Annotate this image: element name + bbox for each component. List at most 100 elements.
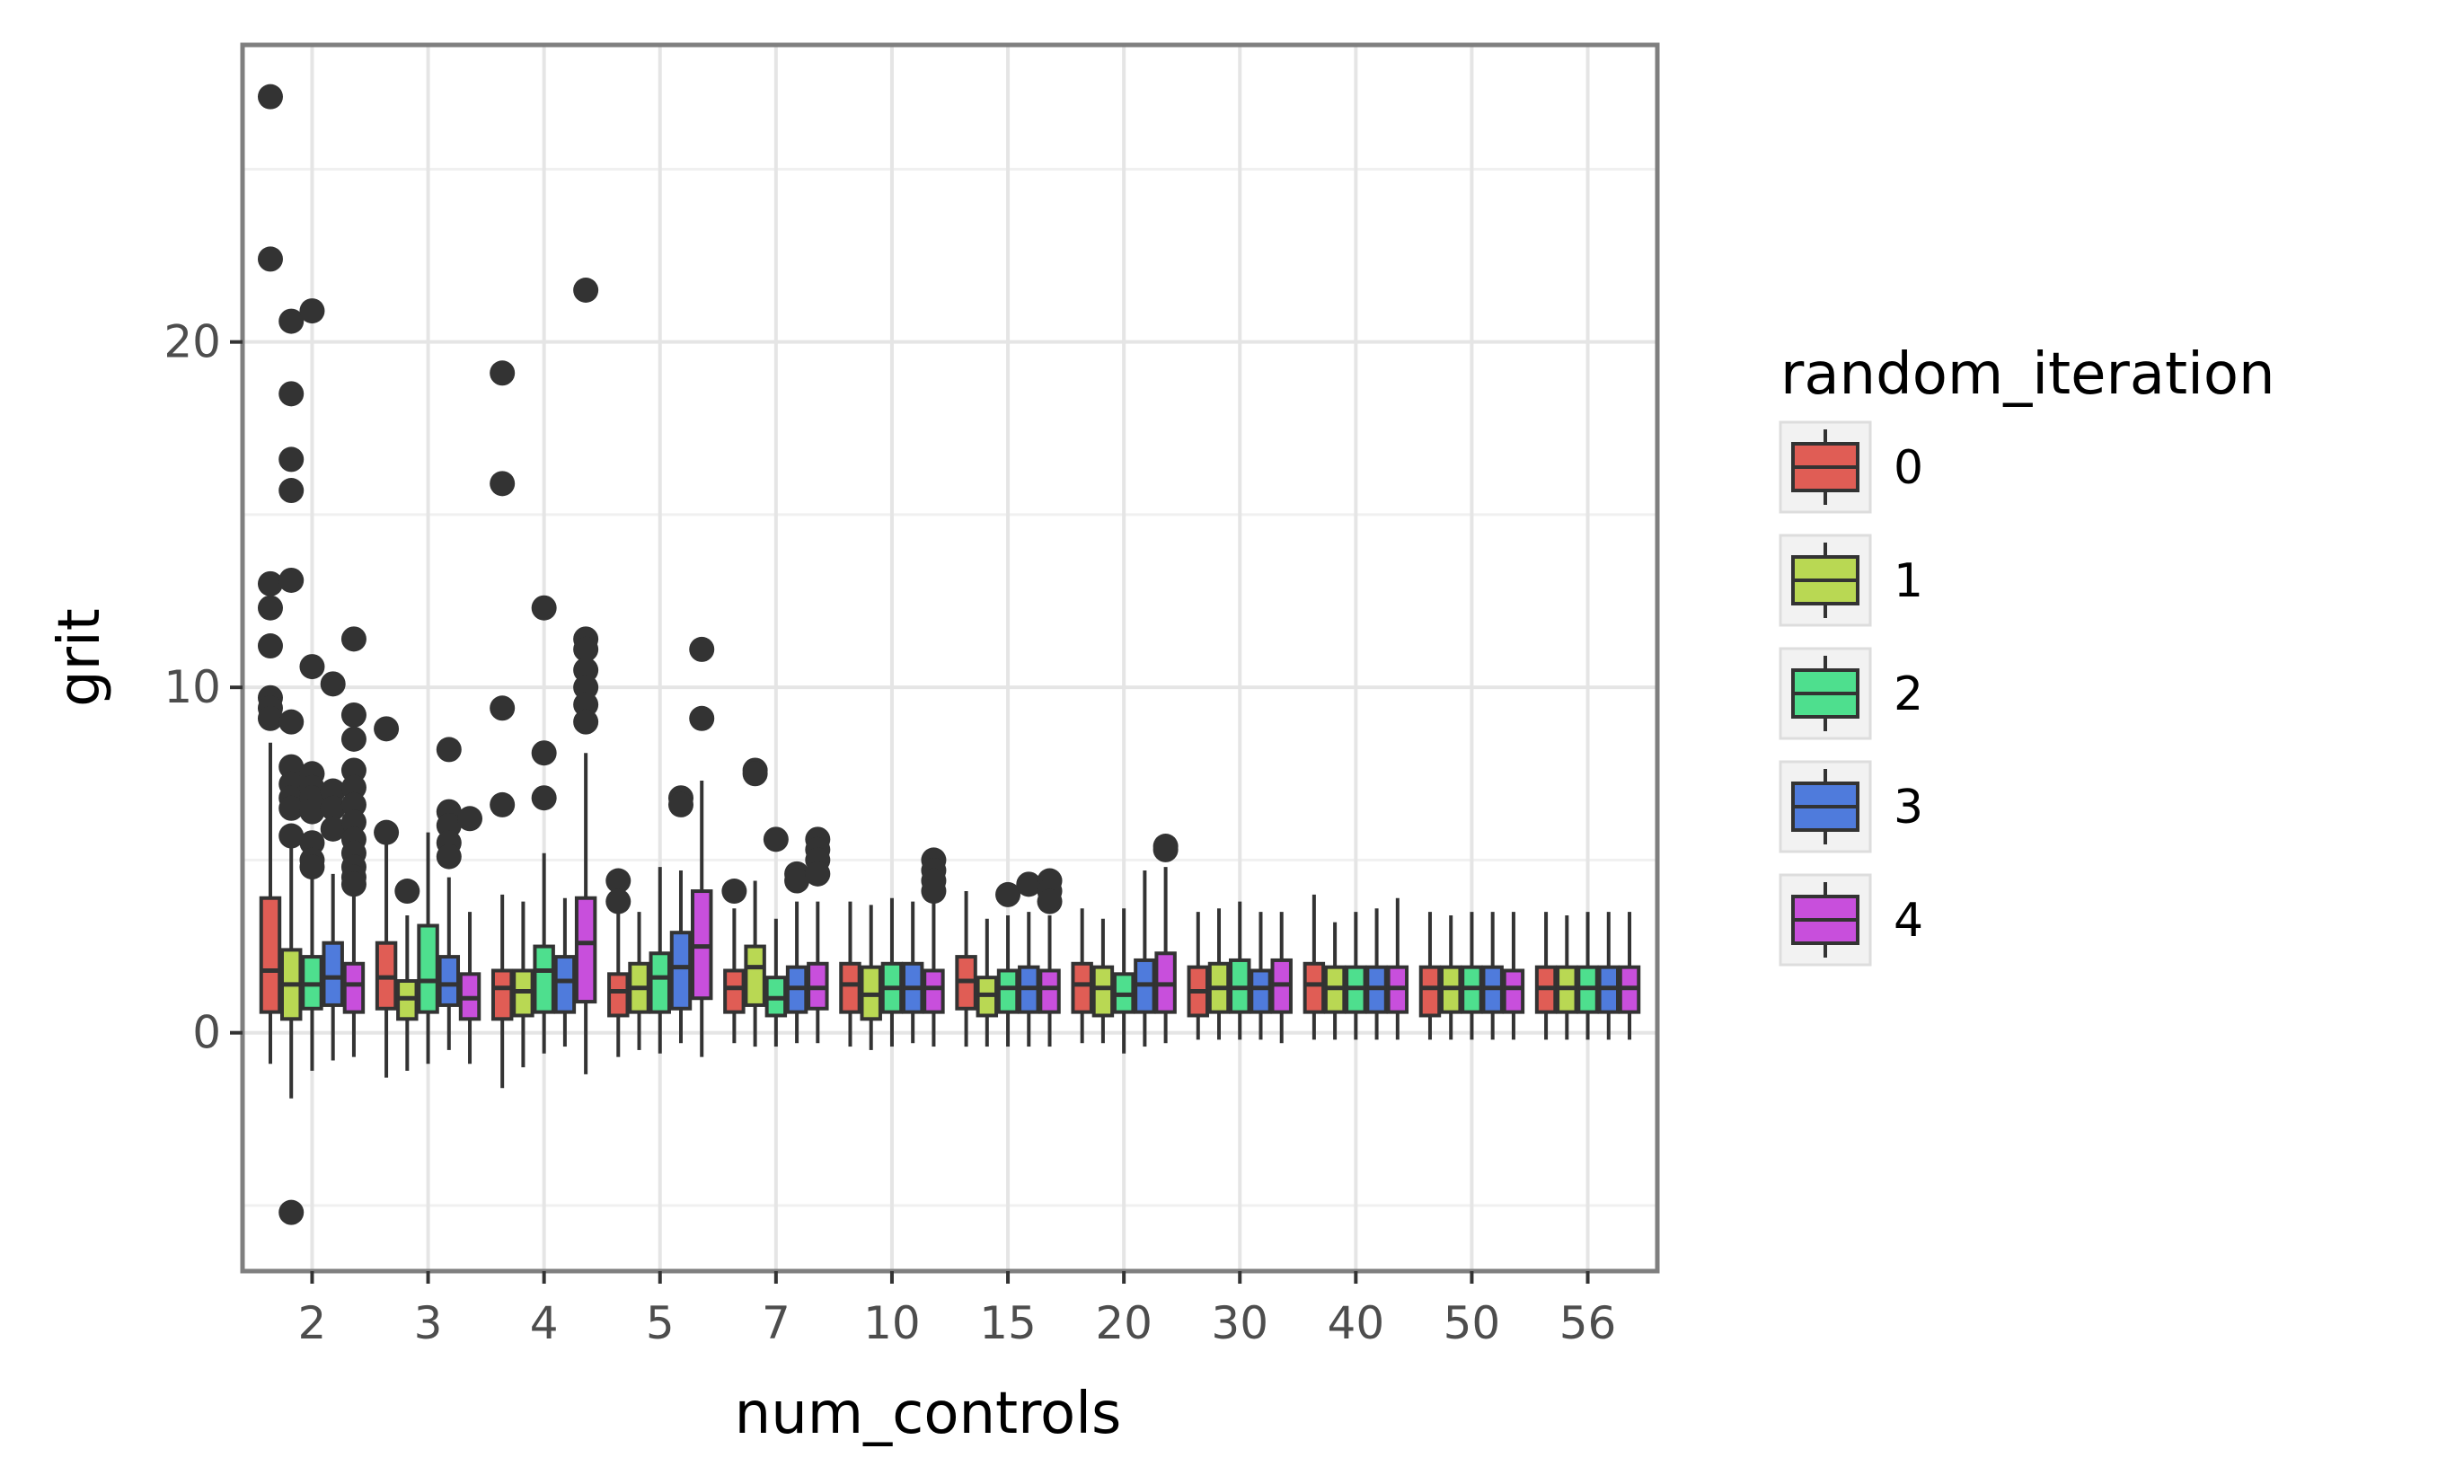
box-series-2 [649, 867, 671, 1054]
outlier-point [320, 816, 346, 842]
box-series-3 [901, 901, 924, 1044]
box-series-2 [417, 832, 439, 1064]
box [649, 951, 671, 1014]
x-tick-label: 15 [979, 1297, 1037, 1349]
box [1071, 961, 1093, 1014]
box-series-2 [1461, 912, 1483, 1040]
x-tick-label: 50 [1444, 1297, 1501, 1349]
box [437, 955, 461, 1007]
box-series-2 [763, 826, 789, 1047]
box-series-1 [1091, 918, 1115, 1044]
outlier-point [278, 381, 305, 407]
outlier-point [340, 809, 367, 835]
outlier-point [340, 871, 367, 897]
outlier-point [784, 868, 810, 894]
outlier-point [573, 709, 599, 735]
x-tick-label: 5 [646, 1297, 675, 1349]
box-series-1 [394, 879, 420, 1071]
outlier-point [490, 695, 516, 721]
outlier-point [278, 823, 305, 849]
outlier-point [257, 705, 283, 731]
box [669, 931, 693, 1011]
x-axis-title: num_controls [735, 1381, 1122, 1447]
outlier-point [394, 879, 420, 905]
box-series-1 [628, 912, 650, 1050]
box-series-4 [1502, 912, 1525, 1040]
outlier-point [573, 692, 599, 718]
outlier-point [531, 785, 557, 811]
x-tick-label: 4 [530, 1297, 559, 1349]
box-series-0 [721, 879, 747, 1044]
box-series-2 [995, 881, 1021, 1047]
box [839, 961, 861, 1014]
legend-entry-1: 1 [1779, 534, 1923, 627]
legend-entry-4: 4 [1779, 873, 1923, 967]
grid-major [243, 45, 1657, 1271]
box-series-3 [436, 737, 462, 1050]
outlier-point [278, 308, 305, 334]
box-series-4 [1618, 912, 1641, 1040]
legend-label: 0 [1894, 441, 1923, 495]
x-tick-label: 40 [1328, 1297, 1385, 1349]
outlier-point [605, 868, 631, 894]
outlier-point [573, 636, 599, 662]
box-series-3 [320, 671, 346, 1061]
box [342, 961, 366, 1014]
box [744, 944, 766, 1007]
outlier-point [278, 446, 305, 473]
box-series-0 [1071, 908, 1093, 1044]
box-series-1 [512, 901, 534, 1068]
outlier-point [573, 278, 599, 303]
box-series-3 [1481, 912, 1504, 1040]
outlier-point [490, 791, 516, 817]
legend-label: 3 [1894, 781, 1923, 835]
box-series-3 [784, 861, 810, 1044]
outlier-point [573, 657, 599, 683]
outlier-point [689, 636, 715, 662]
outlier-point [257, 633, 283, 659]
outlier-point [340, 757, 367, 783]
x-tick-label: 20 [1095, 1297, 1153, 1349]
legend-label: 4 [1894, 894, 1923, 948]
box-series-0 [1534, 912, 1558, 1040]
outlier-point [763, 826, 789, 852]
outlier-point [921, 879, 947, 905]
boxes [257, 84, 1641, 1225]
box-series-4 [921, 847, 947, 1047]
box-series-4 [1386, 897, 1409, 1040]
outlier-point [340, 726, 367, 752]
box-series-1 [976, 918, 999, 1047]
outlier-point [257, 570, 283, 596]
box [996, 968, 1020, 1014]
box-series-2 [1345, 912, 1367, 1040]
outlier-point [320, 671, 346, 697]
box-series-4 [805, 826, 831, 1044]
box-series-2 [880, 897, 904, 1047]
box-series-1 [1439, 914, 1462, 1040]
box-series-0 [490, 360, 516, 1089]
box-series-3 [1597, 912, 1621, 1040]
y-axis-title: grit [47, 608, 113, 707]
outlier-point [1153, 836, 1179, 862]
box [923, 968, 945, 1014]
x-tick-label: 3 [414, 1297, 443, 1349]
x-tick-label: 10 [863, 1297, 921, 1349]
outlier-point [257, 246, 283, 272]
outlier-point [374, 819, 400, 845]
box [607, 972, 630, 1018]
x-tick-label: 30 [1211, 1297, 1268, 1349]
outlier-point [299, 298, 325, 324]
outlier-point [721, 879, 747, 905]
x-tick-label: 7 [762, 1297, 790, 1349]
legend-entry-2: 2 [1779, 647, 1923, 740]
box-series-1 [278, 308, 305, 1225]
box-series-4 [1270, 912, 1293, 1044]
box-series-4 [1037, 868, 1063, 1047]
y-tick-label: 0 [192, 1007, 221, 1059]
plot-border [240, 42, 1660, 1274]
outlier-point [299, 854, 325, 880]
outlier-point [320, 778, 346, 804]
legend-label: 2 [1894, 667, 1923, 721]
box-series-4 [457, 806, 483, 1064]
